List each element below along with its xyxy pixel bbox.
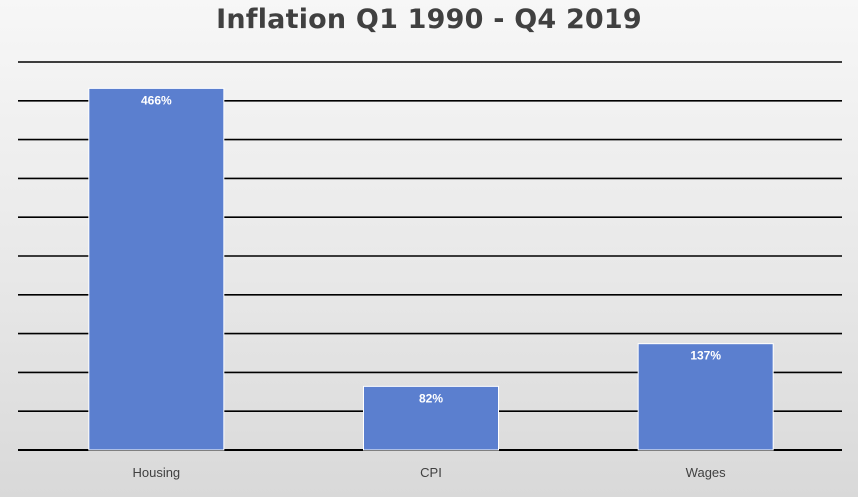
x-tick-label-cpi: CPI — [420, 465, 442, 480]
bar-wages — [637, 343, 774, 451]
bar-cpi — [363, 385, 499, 451]
data-label-cpi: 82% — [419, 391, 443, 405]
data-label-wages: 137% — [690, 349, 721, 363]
bar-housing — [88, 87, 225, 451]
chart-title: Inflation Q1 1990 - Q4 2019 — [216, 4, 642, 35]
x-tick-label-wages: Wages — [686, 465, 726, 480]
x-tick-label-housing: Housing — [132, 465, 180, 480]
data-label-housing: 466% — [141, 93, 172, 107]
